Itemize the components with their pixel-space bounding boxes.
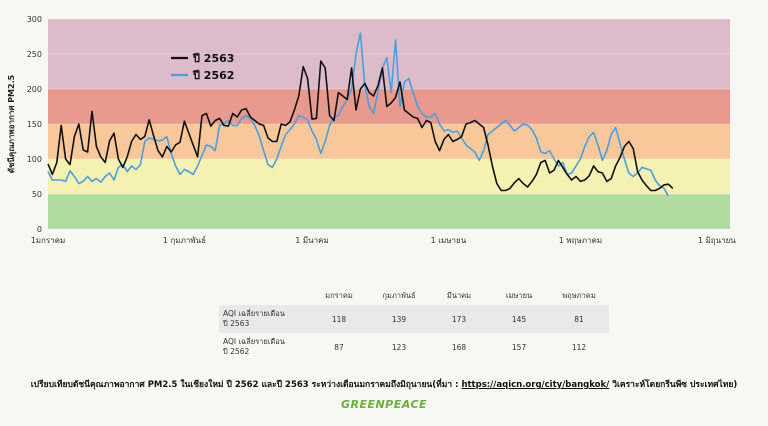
monthly-aqi-table: มกราคม กุมภาพันธ์ มีนาคม เมษายน พฤษภาคม … xyxy=(219,287,609,361)
aqi-band-0 xyxy=(48,194,730,229)
table-row: AQI เฉลี่ยรายเดือน ปี 2562 87 123 168 15… xyxy=(219,333,609,361)
aqi-band-1 xyxy=(48,159,730,194)
table-cell: 123 xyxy=(391,342,407,352)
table-cell: 173 xyxy=(429,305,489,333)
caption-text: เปรียบเทียบดัชนีคุณภาพอากาศ PM2.5 ในเชีย… xyxy=(30,380,462,390)
table-cell: 145 xyxy=(489,305,549,333)
col-header: กุมภาพันธ์ xyxy=(382,291,416,300)
row-label-line1: AQI เฉลี่ยรายเดือน xyxy=(223,309,285,318)
col-header: มีนาคม xyxy=(446,291,472,300)
caption-suffix: วิเคราะห์โดยกรีนพีซ ประเทศไทย) xyxy=(609,380,738,390)
x-tick-label: 1 เมษายน xyxy=(431,236,467,245)
row-label-line2: ปี 2563 xyxy=(223,319,250,328)
y-tick-label: 250 xyxy=(27,50,42,59)
aqi-band-2 xyxy=(48,124,730,159)
row-label: AQI เฉลี่ยรายเดือน ปี 2563 xyxy=(219,305,309,333)
chart-legend: ปี 2563 ปี 2562 xyxy=(171,52,234,82)
table-corner xyxy=(219,287,309,305)
y-tick-label: 150 xyxy=(27,120,42,129)
y-tick-label: 100 xyxy=(27,155,42,164)
y-tick-label: 50 xyxy=(32,190,42,199)
x-tick-label: 1 มีนาคม xyxy=(295,236,329,245)
chart-caption: เปรียบเทียบดัชนีคุณภาพอากาศ PM2.5 ในเชีย… xyxy=(0,377,768,391)
table-cell: 112 xyxy=(571,342,587,352)
x-tick-label: 1 กุมภาพันธ์ xyxy=(163,235,206,245)
pm25-line-chart: 0 50 100 150 200 250 300 1มกราคม 1 กุมภาพันธ์ 1 … xyxy=(6,15,736,245)
y-tick-label: 300 xyxy=(27,15,42,24)
x-tick-label: 1มกราคม xyxy=(31,236,66,245)
series-line-0 xyxy=(47,60,674,192)
col-header: พฤษภาคม xyxy=(562,291,596,300)
table-cell: 81 xyxy=(549,305,609,333)
y-tick-label: 0 xyxy=(37,225,42,234)
row-label-line1: AQI เฉลี่ยรายเดือน xyxy=(223,337,285,346)
table-cell: 139 xyxy=(369,305,429,333)
table-header-row: มกราคม กุมภาพันธ์ มีนาคม เมษายน พฤษภาคม xyxy=(219,287,609,305)
row-label: AQI เฉลี่ยรายเดือน ปี 2562 xyxy=(219,333,309,361)
col-header: เมษายน xyxy=(505,291,533,300)
y-axis-label: ดัชนีคุณภาพอากาศ PM2.5 xyxy=(6,74,17,173)
table-cell: 87 xyxy=(334,342,344,352)
greenpeace-logo: GREENPEACE xyxy=(340,398,428,411)
table-cell: 157 xyxy=(511,342,527,352)
x-tick-label: 1 มิถุนายน xyxy=(698,236,736,245)
source-link[interactable]: https://aqicn.org/city/bangkok/ xyxy=(461,380,610,390)
table-cell: 168 xyxy=(451,342,467,352)
table-row: AQI เฉลี่ยรายเดือน ปี 2563 118 139 173 1… xyxy=(219,305,609,333)
row-label-line2: ปี 2562 xyxy=(223,347,250,356)
col-header: มกราคม xyxy=(325,291,353,300)
legend-label-0: ปี 2563 xyxy=(192,52,235,65)
x-tick-label: 1 พฤษภาคม xyxy=(559,236,602,245)
aqi-band-3 xyxy=(48,89,730,124)
legend-label-1: ปี 2562 xyxy=(192,69,235,82)
y-tick-label: 200 xyxy=(27,85,42,94)
table-cell: 118 xyxy=(309,305,369,333)
series-line-1 xyxy=(47,32,670,197)
